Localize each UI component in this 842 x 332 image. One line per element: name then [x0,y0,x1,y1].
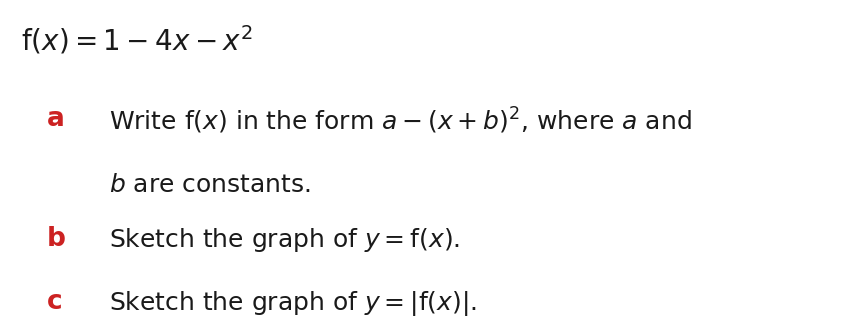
Text: Sketch the graph of $y = |\mathrm{f}(x)|$.: Sketch the graph of $y = |\mathrm{f}(x)|… [109,289,477,318]
Text: $\mathbf{b}$: $\mathbf{b}$ [46,226,66,252]
Text: $\mathrm{f}(x) = 1 - 4x - x^2$: $\mathrm{f}(x) = 1 - 4x - x^2$ [21,23,253,56]
Text: Write $\mathrm{f}(x)$ in the form $a - (x + b)^2$, where $a$ and: Write $\mathrm{f}(x)$ in the form $a - (… [109,106,692,136]
Text: $b$ are constants.: $b$ are constants. [109,173,312,197]
Text: $\mathbf{a}$: $\mathbf{a}$ [46,106,64,132]
Text: $\mathbf{c}$: $\mathbf{c}$ [46,289,62,315]
Text: Sketch the graph of $y = \mathrm{f}(x)$.: Sketch the graph of $y = \mathrm{f}(x)$. [109,226,461,254]
